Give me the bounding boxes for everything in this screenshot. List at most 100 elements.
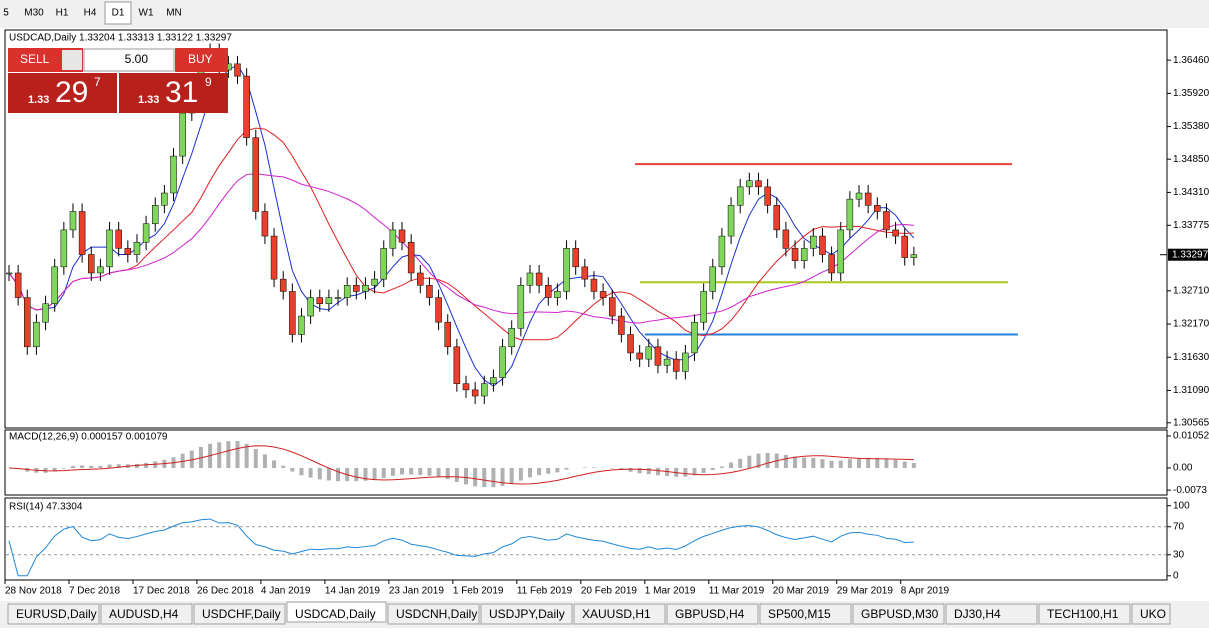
- timeframe-button[interactable]: M30: [24, 8, 44, 19]
- x-tick-label: 1 Feb 2019: [453, 586, 504, 597]
- macd-bar: [811, 458, 815, 468]
- candle-body: [125, 248, 131, 254]
- tab-label: GBPUSD,M30: [861, 607, 939, 621]
- x-tick-label: 28 Nov 2018: [5, 586, 62, 597]
- candle-body: [15, 273, 21, 298]
- candle-body: [719, 236, 725, 267]
- candle-body: [902, 236, 908, 258]
- y-tick-label: 1.32710: [1173, 285, 1209, 296]
- candle-body: [792, 248, 798, 260]
- y-tick-label: 1.35920: [1173, 88, 1209, 99]
- ask-prefix: 1.33: [138, 94, 159, 106]
- x-tick-label: 4 Jan 2019: [261, 586, 311, 597]
- candle-body: [171, 156, 177, 193]
- x-tick-label: 1 Mar 2019: [645, 586, 696, 597]
- candle-body: [765, 187, 771, 205]
- candle-body: [463, 384, 469, 390]
- macd-bar: [391, 468, 395, 476]
- x-tick-label: 29 Mar 2019: [837, 586, 894, 597]
- x-tick-label: 26 Dec 2018: [197, 586, 254, 597]
- candle-body: [161, 193, 167, 205]
- candle-body: [180, 113, 186, 156]
- macd-bar: [236, 441, 240, 468]
- macd-bar: [592, 467, 596, 468]
- tab-label: USDCHF,Daily: [202, 607, 281, 621]
- candle-body: [289, 291, 295, 334]
- timeframe-button[interactable]: W1: [139, 8, 154, 19]
- y-tick-label: 1.36460: [1173, 55, 1209, 66]
- timeframe-button[interactable]: 5: [3, 8, 9, 19]
- current-price-label: 1.33297: [1172, 249, 1209, 260]
- macd-bar: [912, 463, 916, 468]
- y-tick-label: 1.32170: [1173, 319, 1209, 330]
- x-tick-label: 20 Mar 2019: [773, 586, 830, 597]
- macd-bar: [254, 449, 258, 468]
- candle-body: [682, 353, 688, 371]
- candle-body: [746, 181, 752, 187]
- macd-bar: [830, 461, 834, 468]
- candle-body: [335, 298, 341, 299]
- macd-bar: [80, 465, 84, 468]
- candle-body: [755, 181, 761, 187]
- y-tick-label: 1.31630: [1173, 352, 1209, 363]
- macd-bar: [299, 468, 303, 475]
- candle-body: [298, 316, 304, 334]
- candle-body: [509, 328, 515, 346]
- rsi-tick-label: 70: [1173, 521, 1185, 532]
- macd-bar: [546, 468, 550, 474]
- candle-body: [911, 255, 917, 258]
- tab-label: TECH100,H1: [1047, 607, 1119, 621]
- macd-bar: [108, 465, 112, 468]
- macd-label: MACD(12,26,9) 0.000157 0.001079: [9, 432, 168, 443]
- bid-pip: 7: [94, 75, 101, 89]
- macd-bar: [318, 468, 322, 479]
- macd-bar: [409, 468, 413, 474]
- macd-bar: [336, 468, 340, 481]
- candle-body: [710, 267, 716, 292]
- candle-body: [701, 291, 707, 322]
- macd-bar: [226, 441, 230, 468]
- candle-body: [545, 285, 551, 297]
- candle-body: [655, 347, 661, 365]
- macd-bar: [656, 468, 660, 475]
- timeframe-button[interactable]: MN: [166, 8, 182, 19]
- y-tick-label: 1.31090: [1173, 385, 1209, 396]
- candle-body: [308, 298, 314, 316]
- macd-bar: [729, 463, 733, 468]
- symbol-info: USDCAD,Daily 1.33204 1.33313 1.33122 1.3…: [9, 33, 232, 44]
- candle-body: [344, 285, 350, 297]
- candle-body: [6, 273, 12, 274]
- timeframe-button[interactable]: H4: [84, 8, 97, 19]
- candle-body: [88, 255, 94, 273]
- tab-label: USDJPY,Daily: [489, 607, 565, 621]
- macd-bar: [89, 466, 93, 468]
- y-tick-label: 1.33775: [1173, 220, 1209, 231]
- timeframe-button[interactable]: H1: [56, 8, 69, 19]
- candle-body: [244, 76, 250, 138]
- candle-body: [381, 248, 387, 279]
- macd-bar: [98, 466, 102, 468]
- macd-bar: [290, 468, 294, 472]
- candle-body: [116, 230, 122, 248]
- rsi-tick-label: 0: [1173, 570, 1179, 581]
- candle-body: [372, 279, 378, 285]
- candle-body: [362, 285, 368, 291]
- rsi-tick-label: 30: [1173, 549, 1185, 560]
- tab-label: GBPUSD,H4: [675, 607, 745, 621]
- tab-label: AUDUSD,H4: [109, 607, 179, 621]
- candle-body: [554, 291, 560, 297]
- candle-body: [317, 298, 323, 304]
- rsi-tick-label: 100: [1173, 500, 1190, 511]
- candle-body: [454, 347, 460, 384]
- candle-body: [829, 255, 835, 273]
- candle-body: [838, 230, 844, 273]
- ask-pip: 9: [205, 75, 212, 89]
- macd-bar: [784, 455, 788, 468]
- macd-bar: [427, 468, 431, 476]
- macd-bar: [71, 466, 75, 468]
- lot-spin[interactable]: [62, 50, 82, 70]
- candle-body: [33, 322, 39, 347]
- candle-body: [426, 285, 432, 297]
- candle-body: [61, 230, 67, 267]
- timeframe-button[interactable]: D1: [112, 8, 125, 19]
